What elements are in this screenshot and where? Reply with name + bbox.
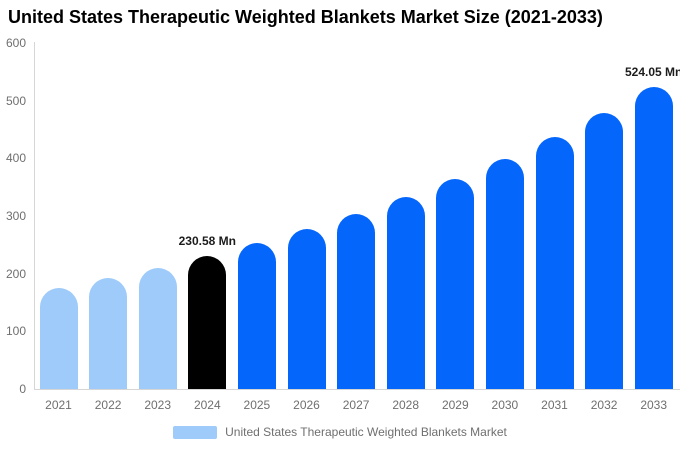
bar-2030[interactable] xyxy=(485,159,524,389)
y-tick-label: 200 xyxy=(5,266,26,281)
bar-2028[interactable] xyxy=(386,197,425,389)
bar-value-label: 524.05 Mn xyxy=(625,64,680,79)
bar-2033[interactable] xyxy=(634,86,673,389)
bar-value-label: 230.58 Mn xyxy=(178,234,236,249)
x-tick-label: 2029 xyxy=(441,398,469,412)
y-tick-label: 500 xyxy=(5,93,26,108)
x-tick-label: 2024 xyxy=(193,398,221,412)
y-tick-label: 300 xyxy=(5,209,26,223)
x-tick-label: 2025 xyxy=(243,398,271,412)
x-tick-label: 2032 xyxy=(590,398,618,412)
x-tick-label: 2033 xyxy=(640,398,668,412)
x-axis-line xyxy=(34,389,680,390)
bar-2021[interactable] xyxy=(39,287,78,389)
legend-label[interactable]: United States Therapeutic Weighted Blank… xyxy=(225,425,507,439)
bar-2023[interactable] xyxy=(138,267,177,389)
bar-2026[interactable] xyxy=(287,229,326,389)
bar-2032[interactable] xyxy=(585,113,624,389)
legend-swatch[interactable] xyxy=(173,425,218,439)
bar-2025[interactable] xyxy=(237,243,276,389)
y-tick-label: 600 xyxy=(5,36,26,50)
x-tick-label: 2031 xyxy=(541,398,568,412)
x-tick-label: 2027 xyxy=(342,398,370,412)
y-tick-label: 0 xyxy=(19,382,26,396)
chart-title: United States Therapeutic Weighted Blank… xyxy=(8,7,603,27)
x-tick-label: 2023 xyxy=(144,398,172,412)
bar-2027[interactable] xyxy=(337,214,376,389)
bar-2024[interactable] xyxy=(188,256,227,389)
bar-2031[interactable] xyxy=(535,137,574,389)
bar-2029[interactable] xyxy=(436,179,475,389)
legend: United States Therapeutic Weighted Blank… xyxy=(0,425,680,439)
y-axis-line xyxy=(34,42,35,389)
x-tick-label: 2028 xyxy=(392,398,420,412)
x-tick-label: 2030 xyxy=(491,398,519,412)
y-tick-label: 400 xyxy=(5,151,26,166)
x-tick-label: 2021 xyxy=(45,398,72,412)
y-tick-label: 100 xyxy=(5,324,26,339)
x-tick-label: 2022 xyxy=(94,398,122,412)
x-tick-label: 2026 xyxy=(293,398,320,412)
bar-2022[interactable] xyxy=(89,278,128,389)
